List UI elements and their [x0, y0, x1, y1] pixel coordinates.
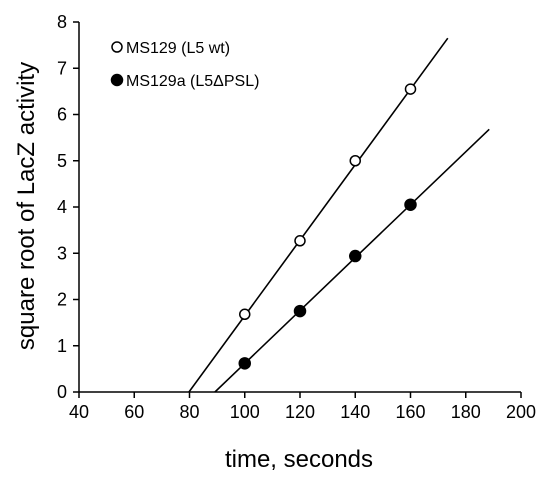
data-point-series-2 — [293, 304, 307, 318]
plot-area — [188, 37, 490, 393]
x-tick-label: 160 — [395, 402, 425, 422]
data-point-series-2 — [404, 198, 417, 211]
x-tick-label: 140 — [340, 402, 370, 422]
legend: MS129 (L5 wt) MS129a (L5ΔPSL) — [110, 40, 259, 90]
x-tick-label: 60 — [124, 402, 144, 422]
x-axis-title: time, seconds — [225, 446, 373, 473]
y-tick-label: 3 — [57, 243, 67, 263]
y-tick-label: 1 — [57, 336, 67, 356]
legend-label-series-1: MS129 (L5 wt) — [126, 40, 230, 57]
x-tick-label: 40 — [69, 402, 89, 422]
series-layer — [238, 83, 417, 370]
y-tick-label: 7 — [57, 58, 67, 78]
data-point-series-1 — [239, 308, 251, 321]
y-tick-label: 8 — [57, 12, 67, 32]
legend-marker-series-2 — [110, 73, 124, 87]
legend-marker-series-1 — [111, 41, 123, 53]
data-point-series-2 — [238, 357, 251, 370]
x-axis: 40 60 80 100 120 140 160 180 200 — [69, 391, 536, 422]
x-tick-label: 180 — [451, 402, 481, 422]
y-axis: 0 1 2 3 4 5 6 7 8 — [57, 12, 80, 402]
fit-line-series-1 — [188, 37, 449, 393]
y-tick-label: 6 — [57, 105, 67, 125]
y-tick-label: 0 — [57, 382, 67, 402]
x-tick-label: 200 — [506, 402, 536, 422]
x-tick-label: 100 — [230, 402, 260, 422]
y-tick-label: 2 — [57, 290, 67, 310]
y-tick-label: 5 — [57, 151, 67, 171]
x-tick-label: 120 — [285, 402, 315, 422]
y-axis-title: square root of LacZ activity — [13, 62, 40, 350]
data-point-series-2 — [349, 249, 362, 263]
y-tick-label: 4 — [57, 197, 67, 217]
x-tick-label: 80 — [179, 402, 199, 422]
data-point-series-1 — [294, 235, 306, 247]
data-point-series-1 — [349, 155, 361, 167]
data-point-series-1 — [404, 83, 417, 95]
legend-label-series-2: MS129a (L5ΔPSL) — [126, 73, 259, 90]
